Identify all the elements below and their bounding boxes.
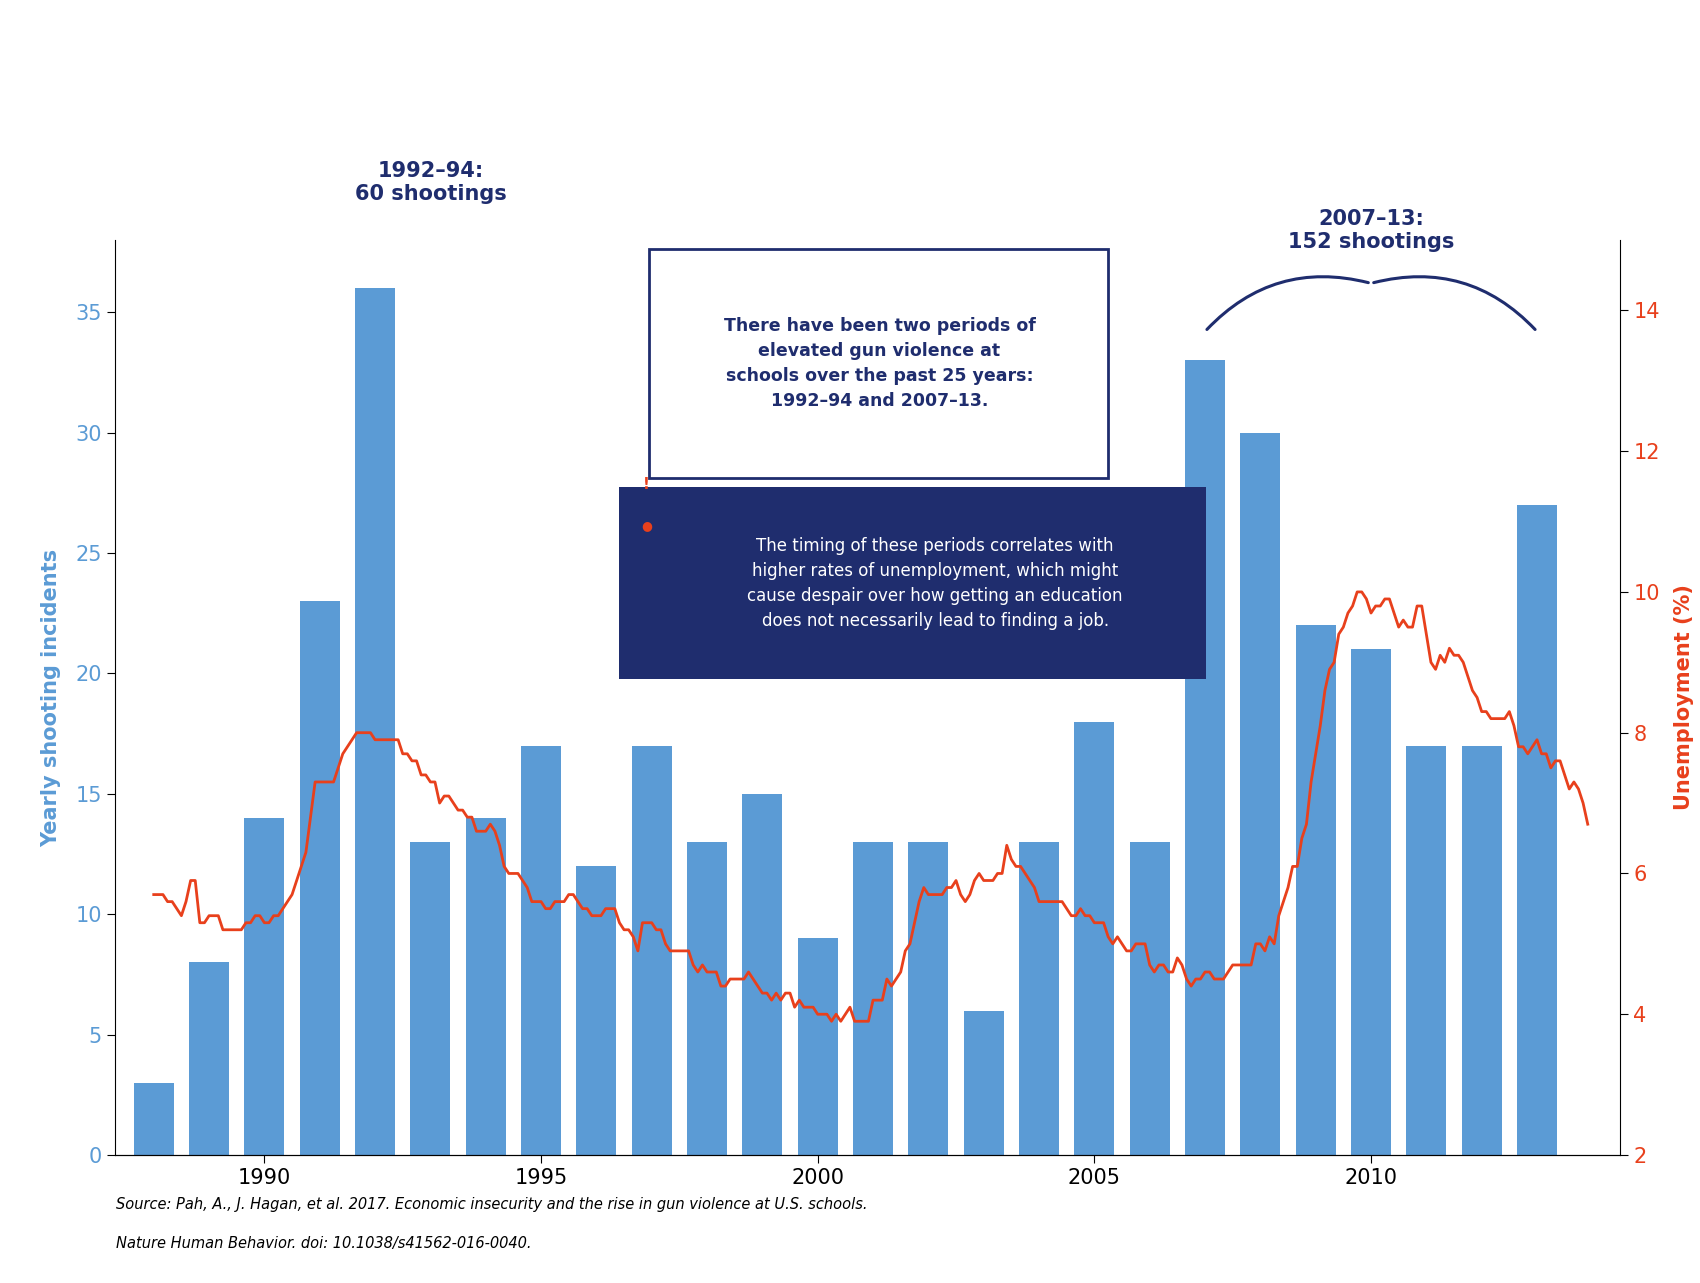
Bar bbox=[1406, 745, 1447, 1155]
Bar bbox=[797, 938, 838, 1155]
Bar bbox=[853, 842, 892, 1155]
Bar bbox=[632, 745, 672, 1155]
Bar bbox=[1018, 842, 1059, 1155]
Bar bbox=[908, 842, 949, 1155]
Bar bbox=[964, 1011, 1003, 1155]
Text: School Shootings Linked to Increased Unemployment: School Shootings Linked to Increased Une… bbox=[168, 68, 1130, 99]
FancyBboxPatch shape bbox=[619, 488, 1205, 679]
Bar bbox=[1516, 506, 1557, 1155]
Bar bbox=[355, 289, 394, 1155]
Bar bbox=[1295, 625, 1336, 1155]
Bar bbox=[299, 602, 340, 1155]
Bar bbox=[576, 866, 617, 1155]
Y-axis label: Yearly shooting incidents: Yearly shooting incidents bbox=[41, 548, 61, 847]
FancyBboxPatch shape bbox=[649, 249, 1108, 477]
Text: Sociologist and IPR associate John Hagan ties gun violence to economic uncertain: Sociologist and IPR associate John Hagan… bbox=[168, 105, 923, 123]
Bar bbox=[134, 1083, 173, 1155]
Text: N: N bbox=[48, 65, 102, 121]
Text: Nature Human Behavior. doi: 10.1038/s41562-016-0040.: Nature Human Behavior. doi: 10.1038/s415… bbox=[116, 1236, 530, 1251]
Bar bbox=[245, 817, 284, 1155]
Text: There have been two periods of
elevated gun violence at
schools over the past 25: There have been two periods of elevated … bbox=[724, 317, 1035, 411]
Text: 1992–94:
60 shootings: 1992–94: 60 shootings bbox=[355, 160, 507, 204]
Text: The timing of these periods correlates with
higher rates of unemployment, which : The timing of these periods correlates w… bbox=[748, 536, 1124, 630]
Text: 2007–13:
152 shootings: 2007–13: 152 shootings bbox=[1289, 209, 1453, 251]
Text: INSTITUTE FOR
POLICY RESEARCH: INSTITUTE FOR POLICY RESEARCH bbox=[36, 172, 114, 192]
Bar bbox=[189, 962, 230, 1155]
Text: !: ! bbox=[643, 476, 649, 491]
Bar bbox=[1241, 432, 1280, 1155]
Bar bbox=[1074, 721, 1114, 1155]
Y-axis label: Unemployment (%): Unemployment (%) bbox=[1673, 585, 1693, 811]
Text: Source: Pah, A., J. Hagan, et al. 2017. Economic insecurity and the rise in gun : Source: Pah, A., J. Hagan, et al. 2017. … bbox=[116, 1197, 867, 1212]
Bar bbox=[1462, 745, 1501, 1155]
Bar bbox=[687, 842, 728, 1155]
Bar bbox=[1130, 842, 1170, 1155]
Bar bbox=[410, 842, 450, 1155]
Bar bbox=[466, 817, 505, 1155]
Bar bbox=[1352, 649, 1391, 1155]
Bar bbox=[1185, 361, 1226, 1155]
Text: ●: ● bbox=[641, 520, 651, 532]
Bar bbox=[522, 745, 561, 1155]
Bar bbox=[743, 794, 782, 1155]
